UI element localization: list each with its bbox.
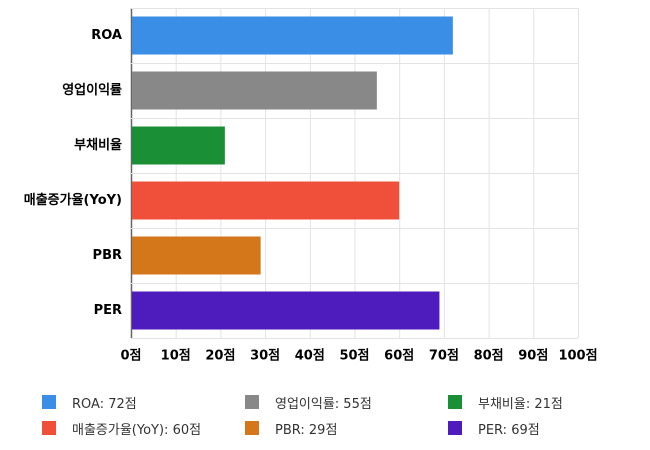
- legend-item: PBR: 29점: [245, 418, 337, 438]
- legend-item: 영업이익률: 55점: [245, 392, 372, 412]
- legend-swatch: [448, 395, 462, 409]
- x-tick-labels: 0점 10점 20점 30점 40점 50점 60점 70점 80점 90점 100점: [120, 349, 597, 364]
- legend-item: PER: 69점: [448, 418, 540, 438]
- legend-item: 매출증가율(YoY): 60점: [42, 418, 201, 438]
- category-label: ROA: [91, 28, 122, 43]
- bars: [132, 16, 453, 330]
- bar: [132, 236, 261, 275]
- x-tick-label: 80점: [474, 349, 504, 364]
- legend-swatch: [245, 395, 259, 409]
- legend-label: ROA: 72점: [72, 396, 137, 412]
- bar: [132, 16, 453, 55]
- grid-lines: [130, 8, 579, 339]
- legend-swatch: [42, 421, 56, 435]
- legend-label: 영업이익률: 55점: [275, 396, 372, 412]
- legend-swatch: [42, 395, 56, 409]
- legend-item: 부채비율: 21점: [448, 392, 563, 412]
- bar: [132, 71, 377, 110]
- legend-item: ROA: 72점: [42, 392, 137, 412]
- x-tick-label: 30점: [250, 349, 280, 364]
- category-label: 매출증가율(YoY): [24, 192, 122, 208]
- legend-swatch: [448, 421, 462, 435]
- category-label: PBR: [93, 248, 122, 263]
- bar: [132, 291, 440, 330]
- x-tick-label: 70점: [429, 349, 459, 364]
- category-label: 영업이익률: [62, 82, 122, 98]
- x-tick-label: 20점: [205, 349, 235, 364]
- legend-swatch: [245, 421, 259, 435]
- x-tick-label: 40점: [295, 349, 325, 364]
- legend-label: 매출증가율(YoY): 60점: [72, 422, 202, 438]
- x-tick-label: 90점: [518, 349, 548, 364]
- bar: [132, 181, 400, 220]
- x-tick-label: 100점: [558, 349, 597, 364]
- category-label: PER: [94, 303, 122, 318]
- x-tick-label: 60점: [384, 349, 414, 364]
- category-label: 부채비율: [74, 137, 122, 153]
- x-tick-label: 10점: [161, 349, 191, 364]
- x-tick-label: 0점: [120, 349, 141, 364]
- x-tick-label: 50점: [339, 349, 369, 364]
- legend-label: 부채비율: 21점: [478, 396, 563, 412]
- legend-label: PER: 69점: [478, 422, 540, 438]
- legend-label: PBR: 29점: [275, 422, 338, 438]
- bar: [132, 126, 225, 165]
